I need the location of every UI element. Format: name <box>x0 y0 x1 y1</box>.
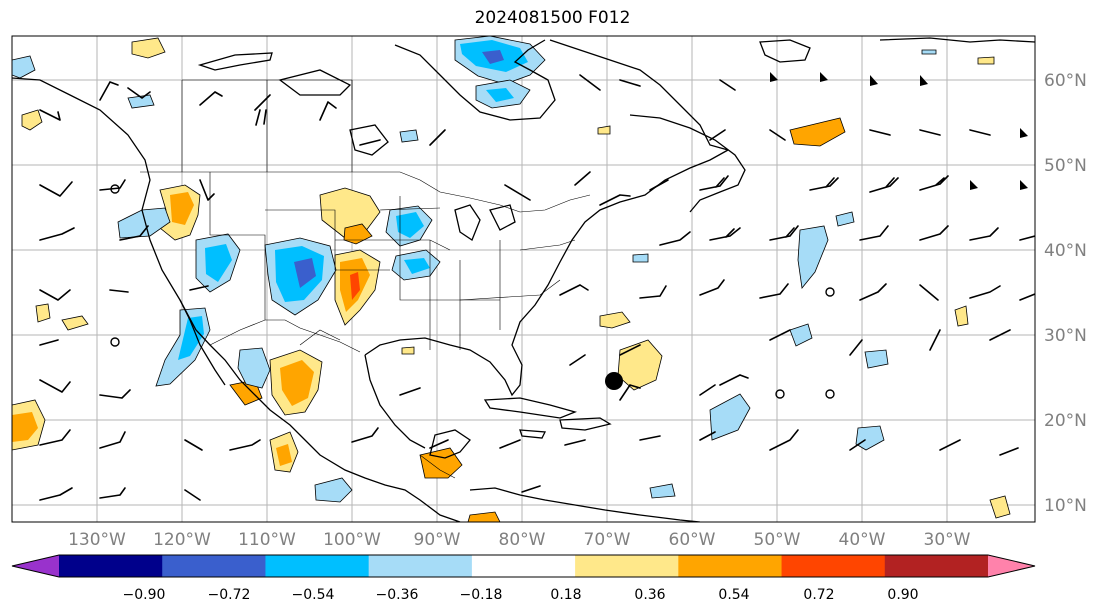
colorbar-segment <box>368 555 473 577</box>
colorbar-segment <box>59 555 163 577</box>
lat-label: 10°N <box>1044 496 1087 516</box>
colorbar-segment <box>781 555 886 577</box>
lon-label: 70°W <box>584 530 631 550</box>
colorbar-tick-label: −0.72 <box>208 587 251 603</box>
lon-label: 40°W <box>839 530 886 550</box>
lat-label: 20°N <box>1044 411 1087 431</box>
lat-label: 60°N <box>1044 71 1087 91</box>
lon-label: 30°W <box>924 530 971 550</box>
negative-areas <box>12 36 937 503</box>
lat-labels: 10°N 20°N 30°N 40°N 50°N 60°N <box>1044 71 1087 516</box>
colorbar-segment <box>884 555 989 577</box>
colorbar-tick-label: 0.54 <box>718 587 749 603</box>
colorbar-segment <box>678 555 783 577</box>
lon-label: 120°W <box>153 530 211 550</box>
map-background <box>12 36 1035 522</box>
wind-barbs <box>39 74 1035 501</box>
lat-label: 40°N <box>1044 241 1087 261</box>
colorbar-segment <box>265 555 370 577</box>
lon-label: 130°W <box>68 530 126 550</box>
calm-wind-marker <box>825 287 835 297</box>
hurricane-icon <box>605 372 623 390</box>
colorbar-tick-label: 0.36 <box>634 587 665 603</box>
coastlines <box>12 37 1035 522</box>
colorbar-tick-label: −0.54 <box>292 587 335 603</box>
colorbar-tick-label: 0.72 <box>803 587 834 603</box>
lon-labels: 130°W 120°W 110°W 100°W 90°W 80°W 70°W 6… <box>68 530 971 550</box>
lon-label: 50°W <box>754 530 801 550</box>
colorbar-segment <box>162 555 266 577</box>
calm-wind-marker <box>110 337 120 347</box>
colorbar-tick-label: 0.18 <box>550 587 581 603</box>
calm-wind-marker <box>110 184 120 194</box>
lon-label: 60°W <box>669 530 716 550</box>
calm-wind-marker <box>775 389 785 399</box>
colorbar-tick-labels: −0.90 −0.72 −0.54 −0.36 −0.18 0.18 0.36 … <box>123 587 919 603</box>
lat-label: 50°N <box>1044 156 1087 176</box>
lon-label: 100°W <box>323 530 381 550</box>
borders <box>140 79 591 479</box>
map-title: 2024081500 F012 <box>474 8 631 28</box>
colorbar-segment <box>575 555 679 577</box>
barb-flags <box>770 72 1028 190</box>
colorbar-tick-label: 0.90 <box>887 587 918 603</box>
calm-wind-marker <box>825 389 835 399</box>
colorbar-extend-low <box>12 555 59 577</box>
map-frame <box>11 35 1036 523</box>
colorbar-tick-label: −0.90 <box>123 587 166 603</box>
colorbar <box>11 554 1036 578</box>
colorbar-segment <box>471 555 576 577</box>
colorbar-tick-label: −0.18 <box>460 587 503 603</box>
colorbar-tick-label: −0.36 <box>376 587 419 603</box>
lon-label: 80°W <box>499 530 546 550</box>
lon-label: 90°W <box>414 530 461 550</box>
lon-label: 110°W <box>238 530 296 550</box>
lat-label: 30°N <box>1044 326 1087 346</box>
colorbar-extend-high <box>988 555 1035 577</box>
